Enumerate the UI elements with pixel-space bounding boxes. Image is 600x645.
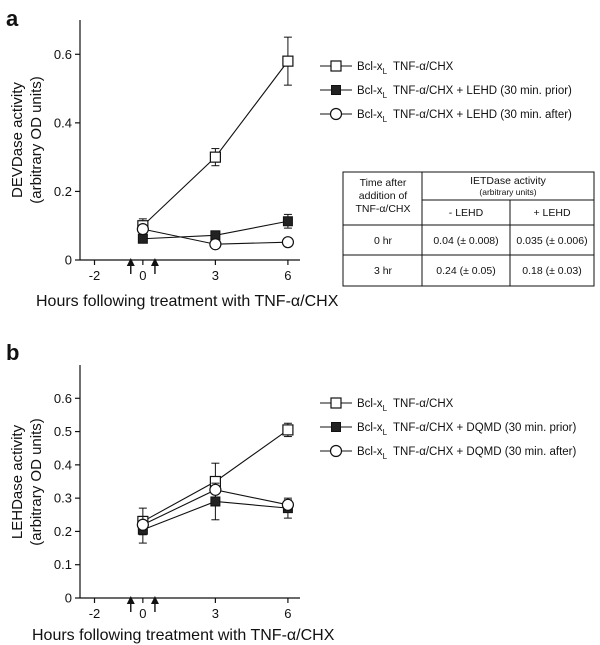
panel-b-legend-entry-1: Bcl-xL TNF-α/CHX + DQMD (30 min. prior) [357, 422, 577, 437]
panel-b-legend: Bcl-xL TNF-α/CHX Bcl-xL TNF-α/CHX + DQMD (3… [320, 397, 577, 461]
panel-a-legend-entry-2: Bcl-xL TNF-α/CHX + LEHD (30 min. after) [357, 109, 572, 124]
panel-b-series-2-point [136, 518, 149, 531]
panel-b-ytick-label: 0.4 [54, 457, 72, 472]
table-row-1-minus: 0.24 (± 0.05) [436, 265, 495, 277]
panel-b-ylabel-line1: LEHDase activity [9, 424, 26, 539]
table-col-plus: + LEHD [533, 207, 570, 219]
panel-a-chart: 0 0.2 0.4 0.6 -2 0 3 6 DEVDase activity (arbit… [9, 20, 339, 310]
legend-marker-open-circle-icon [329, 107, 343, 121]
panel-b-series-1-point [210, 496, 221, 507]
panel-a-ytick-label: 0.4 [54, 115, 72, 130]
table-row-0-plus: 0.035 (± 0.006) [516, 235, 587, 247]
panel-b-xtick-label: 3 [212, 606, 219, 621]
panel-b-ytick-label: 0.6 [54, 391, 72, 406]
panel-a-xtick-label: 6 [284, 268, 291, 283]
panel-b-ytick-label: 0.5 [54, 424, 72, 439]
table-header-col1-line3: TNF-α/CHX [355, 203, 410, 215]
panel-a-series-2-point [209, 238, 222, 251]
table-header-title: IETDase activity [470, 175, 547, 187]
panel-a-xlabel: Hours following treatment with TNF-α/CHX [36, 293, 339, 310]
panel-b-ytick-label: 0 [65, 591, 72, 606]
panel-a-series-2-point [136, 223, 149, 236]
panel-b-xtick-label: 6 [284, 606, 291, 621]
panel-b-chart: 0 0.1 0.2 0.3 0.4 0.5 0.6 -2 0 3 6 LEHDase activi… [9, 365, 335, 644]
panel-a-series-0-line [142, 60, 289, 227]
legend-marker-open-square-icon [330, 397, 342, 409]
panel-a-series-0-point [282, 55, 294, 67]
panel-b-ytick-label: 0.2 [54, 524, 72, 539]
panel-a-series-1-point [137, 233, 148, 244]
panel-a-ylabel-line2: (arbitrary OD units) [28, 76, 45, 204]
table-row-1-plus: 0.18 (± 0.03) [522, 265, 581, 277]
table-col-minus: - LEHD [449, 207, 484, 219]
panel-a-legend: Bcl-xL TNF-α/CHX Bcl-xL TNF-α/CHX + LEHD (3… [320, 60, 572, 124]
panel-b-ytick-label: 0.1 [54, 557, 72, 572]
legend-marker-filled-square-icon [331, 422, 341, 432]
panel-a-ytick-label: 0.2 [54, 184, 72, 199]
panel-a-ylabel-line1: DEVDase activity [9, 82, 26, 198]
panel-b-ylabel-line2: (arbitrary OD units) [28, 418, 45, 546]
arrow-head-icon [150, 258, 159, 266]
panel-b-xlabel: Hours following treatment with TNF-α/CHX [32, 627, 335, 644]
panel-label-b: b [6, 340, 19, 365]
panel-a-xtick-label: 3 [212, 268, 219, 283]
arrow-head-icon [150, 596, 159, 604]
panel-label-a: a [6, 6, 19, 31]
table-header-col1-line1: Time after [360, 177, 407, 189]
panel-a-legend-entry-0: Bcl-xL TNF-α/CHX [357, 61, 454, 76]
panel-b-legend-entry-0: Bcl-xL TNF-α/CHX [357, 398, 454, 413]
table-row-0-time: 0 hr [374, 235, 393, 247]
legend-marker-open-circle-icon [329, 444, 343, 458]
arrow-head-icon [126, 596, 135, 604]
table-row-1-time: 3 hr [374, 265, 393, 277]
panel-a-xtick-label: 0 [139, 268, 146, 283]
panel-a-legend-entry-1: Bcl-xL TNF-α/CHX + LEHD (30 min. prior) [357, 85, 572, 100]
panel-b-legend-entry-2: Bcl-xL TNF-α/CHX + DQMD (30 min. after) [357, 446, 577, 461]
legend-marker-filled-square-icon [331, 85, 341, 95]
panel-b-series-0-point [282, 424, 294, 436]
panel-a-series-2-point [281, 236, 295, 249]
panel-a-series-1-point [282, 216, 293, 227]
legend-marker-open-square-icon [330, 60, 342, 72]
arrow-head-icon [126, 258, 135, 266]
panel-a-series-0-point [209, 151, 221, 163]
panel-a-ytick-label: 0 [65, 253, 72, 268]
panel-a-ytick-label: 0.6 [54, 47, 72, 62]
panel-b-series-2-point [281, 498, 295, 511]
table-header-subtitle: (arbitrary units) [479, 187, 536, 197]
panel-a-xtick-label: -2 [89, 268, 101, 283]
panel-b-ytick-label: 0.3 [54, 491, 72, 506]
ietdase-table: Time after addition of TNF-α/CHX IETDase… [342, 171, 595, 287]
panel-b-xtick-label: 0 [139, 606, 146, 621]
table-border [342, 171, 595, 287]
panel-b-xtick-label: -2 [89, 606, 101, 621]
panel-b-series-2-point [209, 483, 222, 496]
table-header-col1-line2: addition of [359, 190, 408, 202]
table-row-0-minus: 0.04 (± 0.008) [433, 235, 498, 247]
